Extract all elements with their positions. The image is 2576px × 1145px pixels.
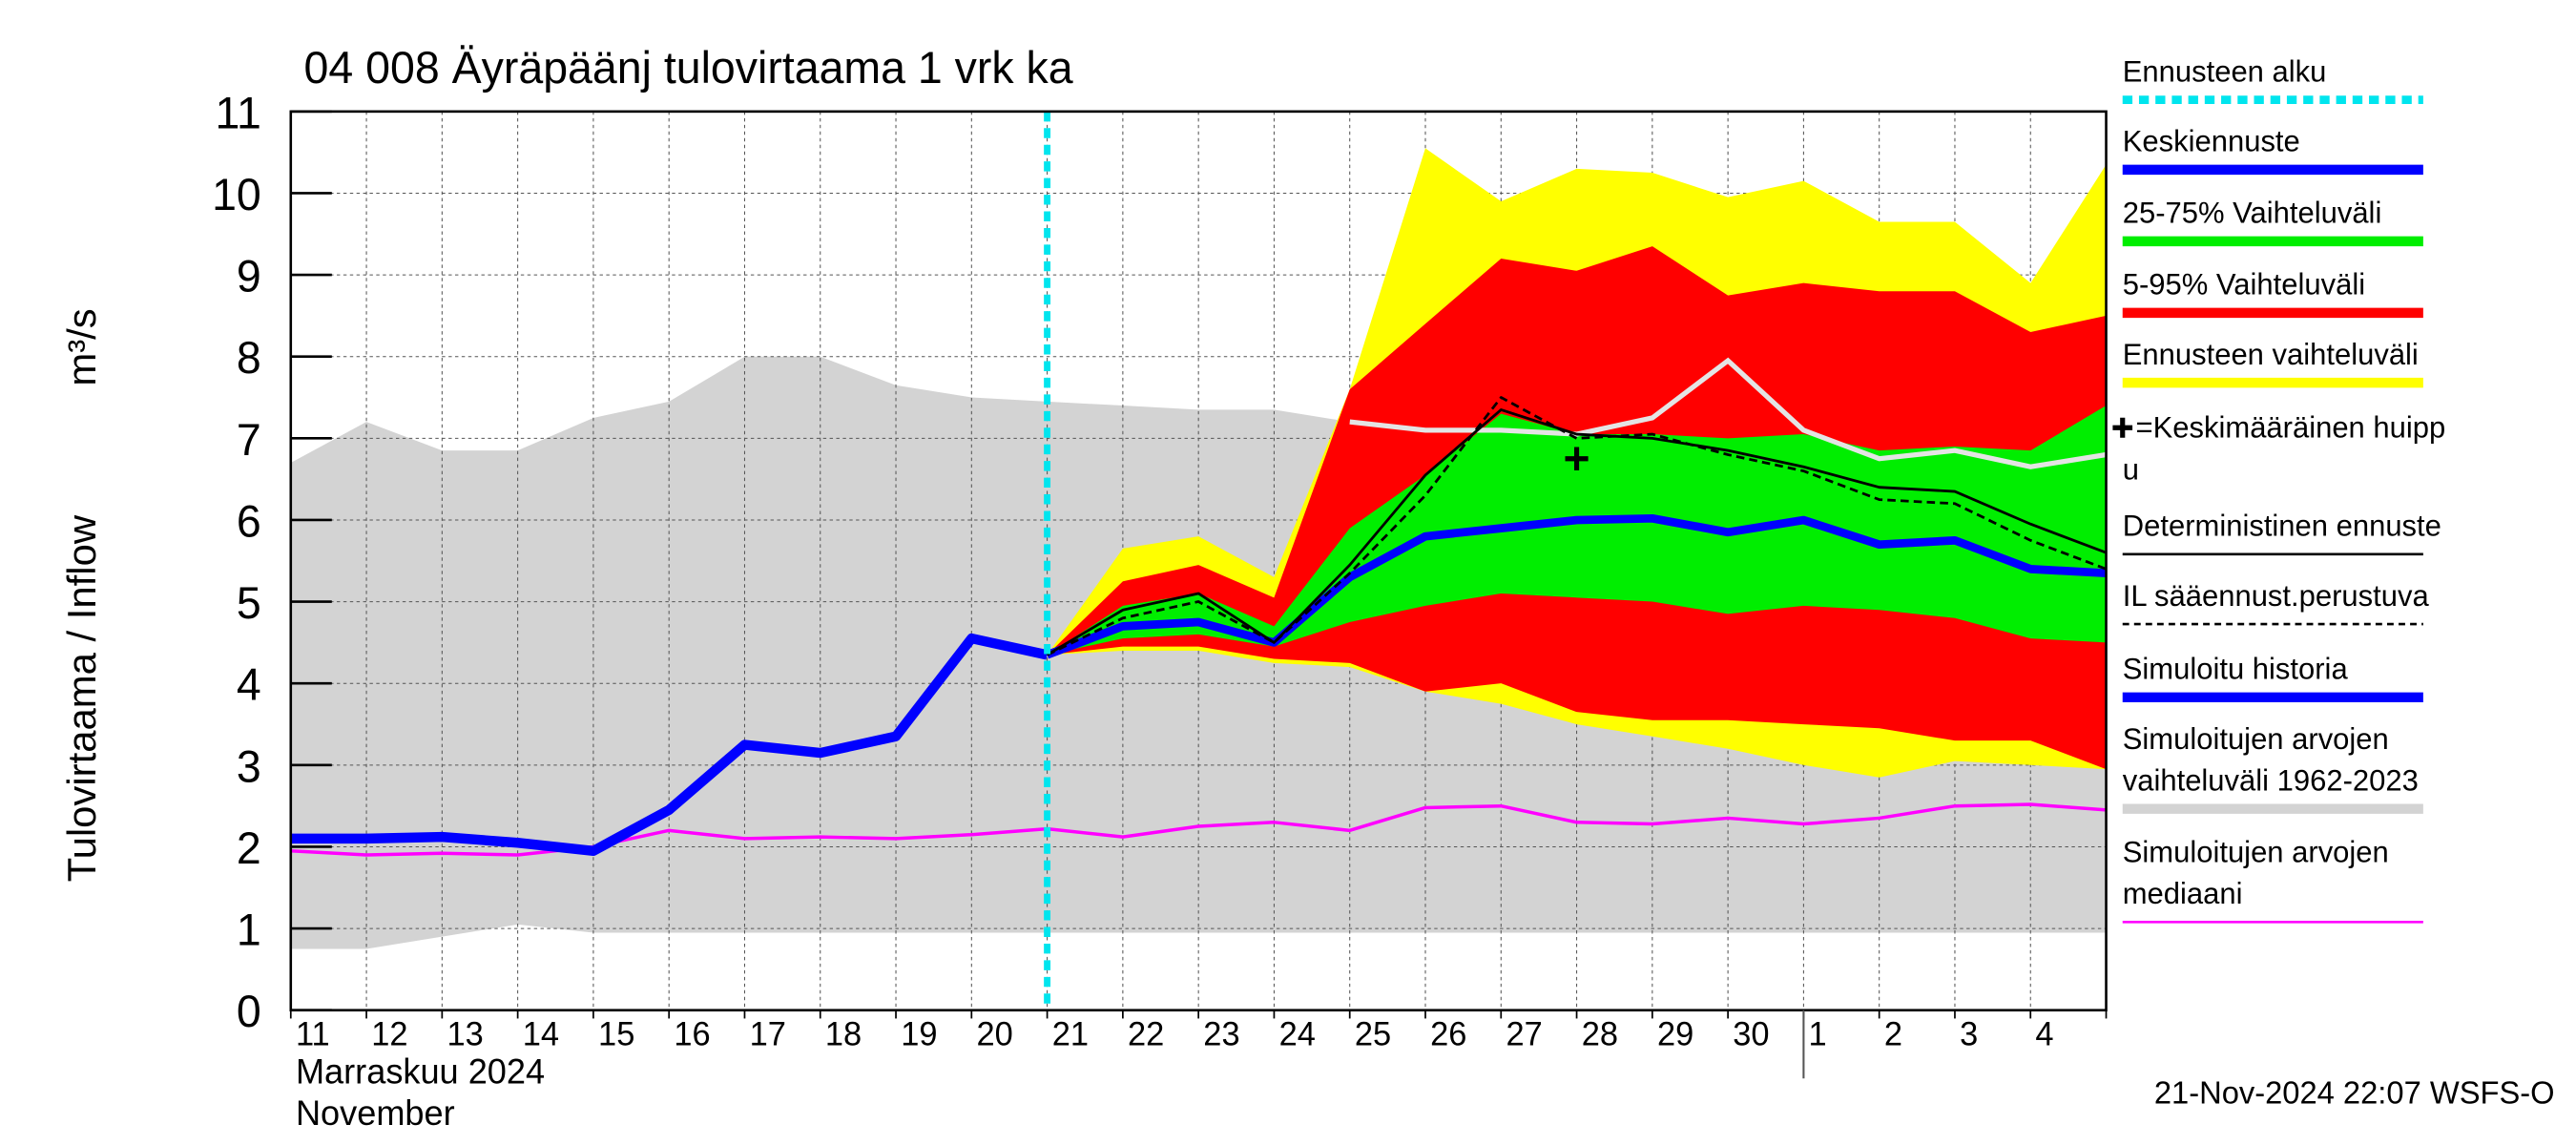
legend-label: vaihteluväli 1962-2023 xyxy=(2123,763,2419,797)
x-tick-label: 2 xyxy=(1884,1016,1902,1052)
legend-label: Ennusteen alku xyxy=(2123,54,2327,88)
x-tick-label: 24 xyxy=(1279,1016,1316,1052)
legend-label: Simuloitujen arvojen xyxy=(2123,722,2389,756)
series-line xyxy=(1046,513,2107,659)
y-tick-label: 9 xyxy=(237,251,261,301)
x-tick-label: 4 xyxy=(2035,1016,2053,1052)
legend-label: IL sääennust.perustuva xyxy=(2123,579,2430,613)
x-tick-label: 28 xyxy=(1582,1016,1618,1052)
x-tick-label: 1 xyxy=(1809,1016,1827,1052)
peak-marker xyxy=(1565,447,1589,470)
y-tick-label: 0 xyxy=(237,987,261,1036)
y-tick-label: 5 xyxy=(237,578,261,628)
legend-label: 5-95% Vaihteluväli xyxy=(2123,268,2365,302)
y-tick-label: 2 xyxy=(237,823,261,873)
y-tick-label: 3 xyxy=(237,741,261,791)
x-tick-label: 18 xyxy=(825,1016,862,1052)
legend-plus xyxy=(2112,417,2133,438)
x-tick-label: 27 xyxy=(1506,1016,1542,1052)
x-tick-label: 25 xyxy=(1355,1016,1391,1052)
chart-title: 04 008 Äyräpäänj tulovirtaama 1 vrk ka xyxy=(304,43,1074,93)
series-line xyxy=(290,633,1049,857)
x-tick-label: 19 xyxy=(901,1016,937,1052)
x-tick-label: 3 xyxy=(1960,1016,1978,1052)
x-tick-label: 12 xyxy=(371,1016,407,1052)
x-tick-label: 23 xyxy=(1203,1016,1239,1052)
month-label: November xyxy=(296,1093,455,1133)
x-tick-label: 26 xyxy=(1430,1016,1466,1052)
legend-label: mediaani xyxy=(2123,877,2243,910)
y-tick-label: 1 xyxy=(237,905,261,954)
series-line xyxy=(1046,396,2108,656)
x-tick-label: 16 xyxy=(674,1016,710,1052)
legend-label: 25-75% Vaihteluväli xyxy=(2123,197,2382,230)
x-tick-label: 20 xyxy=(976,1016,1012,1052)
x-tick-label: 29 xyxy=(1657,1016,1693,1052)
legend-label: u xyxy=(2123,452,2139,486)
legend-label: Deterministinen ennuste xyxy=(2123,509,2441,542)
y-tick-label: 7 xyxy=(237,415,261,465)
timestamp: 21-Nov-2024 22:07 WSFS-O xyxy=(2154,1074,2555,1110)
legend-label: Ennusteen vaihteluväli xyxy=(2123,338,2419,371)
y-axis-unit: m³/s xyxy=(59,308,104,385)
y-tick-label: 8 xyxy=(237,333,261,383)
y-tick-label: 10 xyxy=(212,170,261,219)
x-tick-label: 22 xyxy=(1128,1016,1164,1052)
x-tick-label: 30 xyxy=(1733,1016,1769,1052)
series-line xyxy=(1046,408,2108,656)
forecast-band xyxy=(1047,406,2107,656)
x-tick-label: 11 xyxy=(296,1016,330,1052)
x-tick-label: 21 xyxy=(1052,1016,1089,1052)
y-tick-label: 11 xyxy=(216,88,261,137)
y-axis-label: Tulovirtaama / Inflow xyxy=(59,514,104,882)
y-tick-label: 4 xyxy=(237,659,261,709)
legend-label: =Keskimääräinen huipp xyxy=(2136,411,2446,445)
x-tick-label: 14 xyxy=(523,1016,559,1052)
legend-label: Simuloitu historia xyxy=(2123,652,2349,685)
x-tick-label: 17 xyxy=(750,1016,786,1052)
legend-label: Simuloitujen arvojen xyxy=(2123,835,2389,868)
x-tick-label: 15 xyxy=(598,1016,634,1052)
x-tick-label: 13 xyxy=(447,1016,484,1052)
month-label: Marraskuu 2024 xyxy=(296,1051,545,1091)
y-tick-label: 6 xyxy=(237,496,261,546)
legend-label: Keskiennuste xyxy=(2123,125,2300,158)
